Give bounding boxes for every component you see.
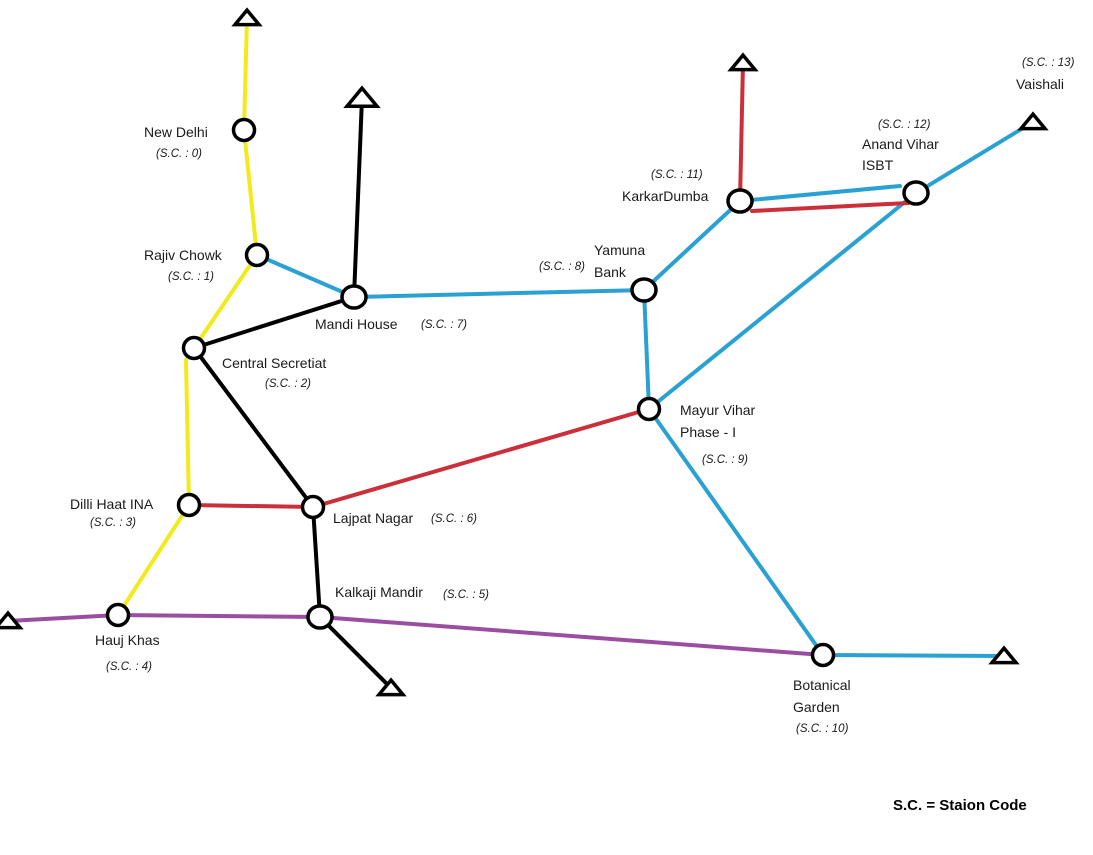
line-terminals [0, 7, 1049, 697]
terminal-triangle-icon [988, 645, 1020, 665]
purple-line-segment [6, 612, 825, 657]
station-marker-anand-vihar[interactable] [902, 180, 930, 206]
station-name-mandi-house: Mandi House [315, 316, 398, 332]
station-code-anand-vihar: (S.C. : 12) [878, 119, 931, 131]
red-line-segment [187, 407, 651, 510]
station-marker-lajpat-nagar[interactable] [300, 494, 326, 520]
station-name-karkardumba: KarkarDumba [622, 188, 709, 204]
station-name-lajpat-nagar: Lajpat Nagar [333, 510, 414, 526]
station-marker-dilli-haat-ina[interactable] [176, 492, 202, 518]
station-marker-new-delhi[interactable] [231, 117, 257, 143]
station-name-kalkaji-mandir: Kalkaji Mandir [335, 584, 423, 600]
station-name-dilli-haat-ina: Dilli Haat INA [70, 496, 154, 512]
station-name-mayur-vihar: Phase - I [680, 424, 736, 440]
terminal-triangle-icon [375, 677, 407, 697]
station-name-botanical-garden: Botanical [793, 677, 851, 693]
station-marker-karkardumba[interactable] [726, 188, 754, 214]
station-code-botanical-garden: (S.C. : 10) [796, 723, 849, 735]
station-labels: New Delhi (S.C. : 0) Rajiv Chowk (S.C. : 1)… [70, 57, 1075, 735]
blue-line-segment [738, 184, 902, 203]
legend-station-code: S.C. = Staion Code [893, 797, 1027, 814]
station-name-new-delhi: New Delhi [144, 124, 208, 140]
yellow-line-segment [116, 16, 260, 617]
red-line-segment [738, 61, 745, 203]
stations [105, 117, 930, 668]
station-name-yamuna-bank: Yamuna [594, 242, 645, 258]
station-code-central-secretiat: (S.C. : 2) [265, 378, 311, 390]
station-name-rajiv-chowk: Rajiv Chowk [144, 247, 223, 263]
station-name-anand-vihar: Anand Vihar [862, 136, 939, 152]
station-code-mayur-vihar: (S.C. : 9) [702, 454, 748, 466]
station-marker-mandi-house[interactable] [340, 284, 368, 310]
station-name-hauj-khas: Hauj Khas [95, 632, 160, 648]
station-marker-kalkaji-mandir[interactable] [306, 604, 334, 630]
station-marker-hauj-khas[interactable] [105, 602, 131, 628]
blue-line-segment [647, 120, 1035, 411]
station-name-botanical-garden: Garden [793, 699, 840, 715]
station-marker-yamuna-bank[interactable] [630, 277, 658, 303]
station-code-lajpat-nagar: (S.C. : 6) [431, 513, 477, 525]
station-code-kalkaji-mandir: (S.C. : 5) [443, 589, 489, 601]
terminal-triangle-icon [1017, 111, 1049, 131]
station-marker-central-secretiat[interactable] [181, 335, 207, 361]
station-code-rajiv-chowk: (S.C. : 1) [168, 271, 214, 283]
station-name-yamuna-bank: Bank [594, 264, 627, 280]
station-name-mayur-vihar: Mayur Vihar [680, 402, 756, 418]
station-code-mandi-house: (S.C. : 7) [421, 319, 467, 331]
station-code-vaishali: (S.C. : 13) [1022, 57, 1075, 69]
station-code-karkardumba: (S.C. : 11) [651, 169, 703, 181]
terminal-triangle-icon [343, 85, 381, 108]
blue-line-segment [255, 199, 742, 300]
red-line-segment [750, 201, 910, 213]
terminal-triangle-icon [231, 7, 263, 27]
station-code-yamuna-bank: (S.C. : 8) [539, 261, 585, 273]
station-marker-mayur-vihar[interactable] [636, 396, 662, 422]
station-code-dilli-haat-ina: (S.C. : 3) [90, 517, 136, 529]
station-name-central-secretiat: Central Secretiat [222, 355, 326, 371]
blue-line-segment [642, 288, 1006, 658]
terminal-triangle-icon [0, 610, 24, 630]
station-name-anand-vihar: ISBT [862, 157, 894, 173]
black-line-segment [190, 96, 393, 690]
station-code-new-delhi: (S.C. : 0) [156, 148, 202, 160]
station-code-hauj-khas: (S.C. : 4) [106, 661, 152, 673]
station-marker-botanical-garden[interactable] [810, 642, 836, 668]
terminal-triangle-icon [727, 52, 759, 72]
station-name-vaishali: Vaishali [1016, 76, 1064, 92]
station-marker-rajiv-chowk[interactable] [244, 242, 270, 268]
